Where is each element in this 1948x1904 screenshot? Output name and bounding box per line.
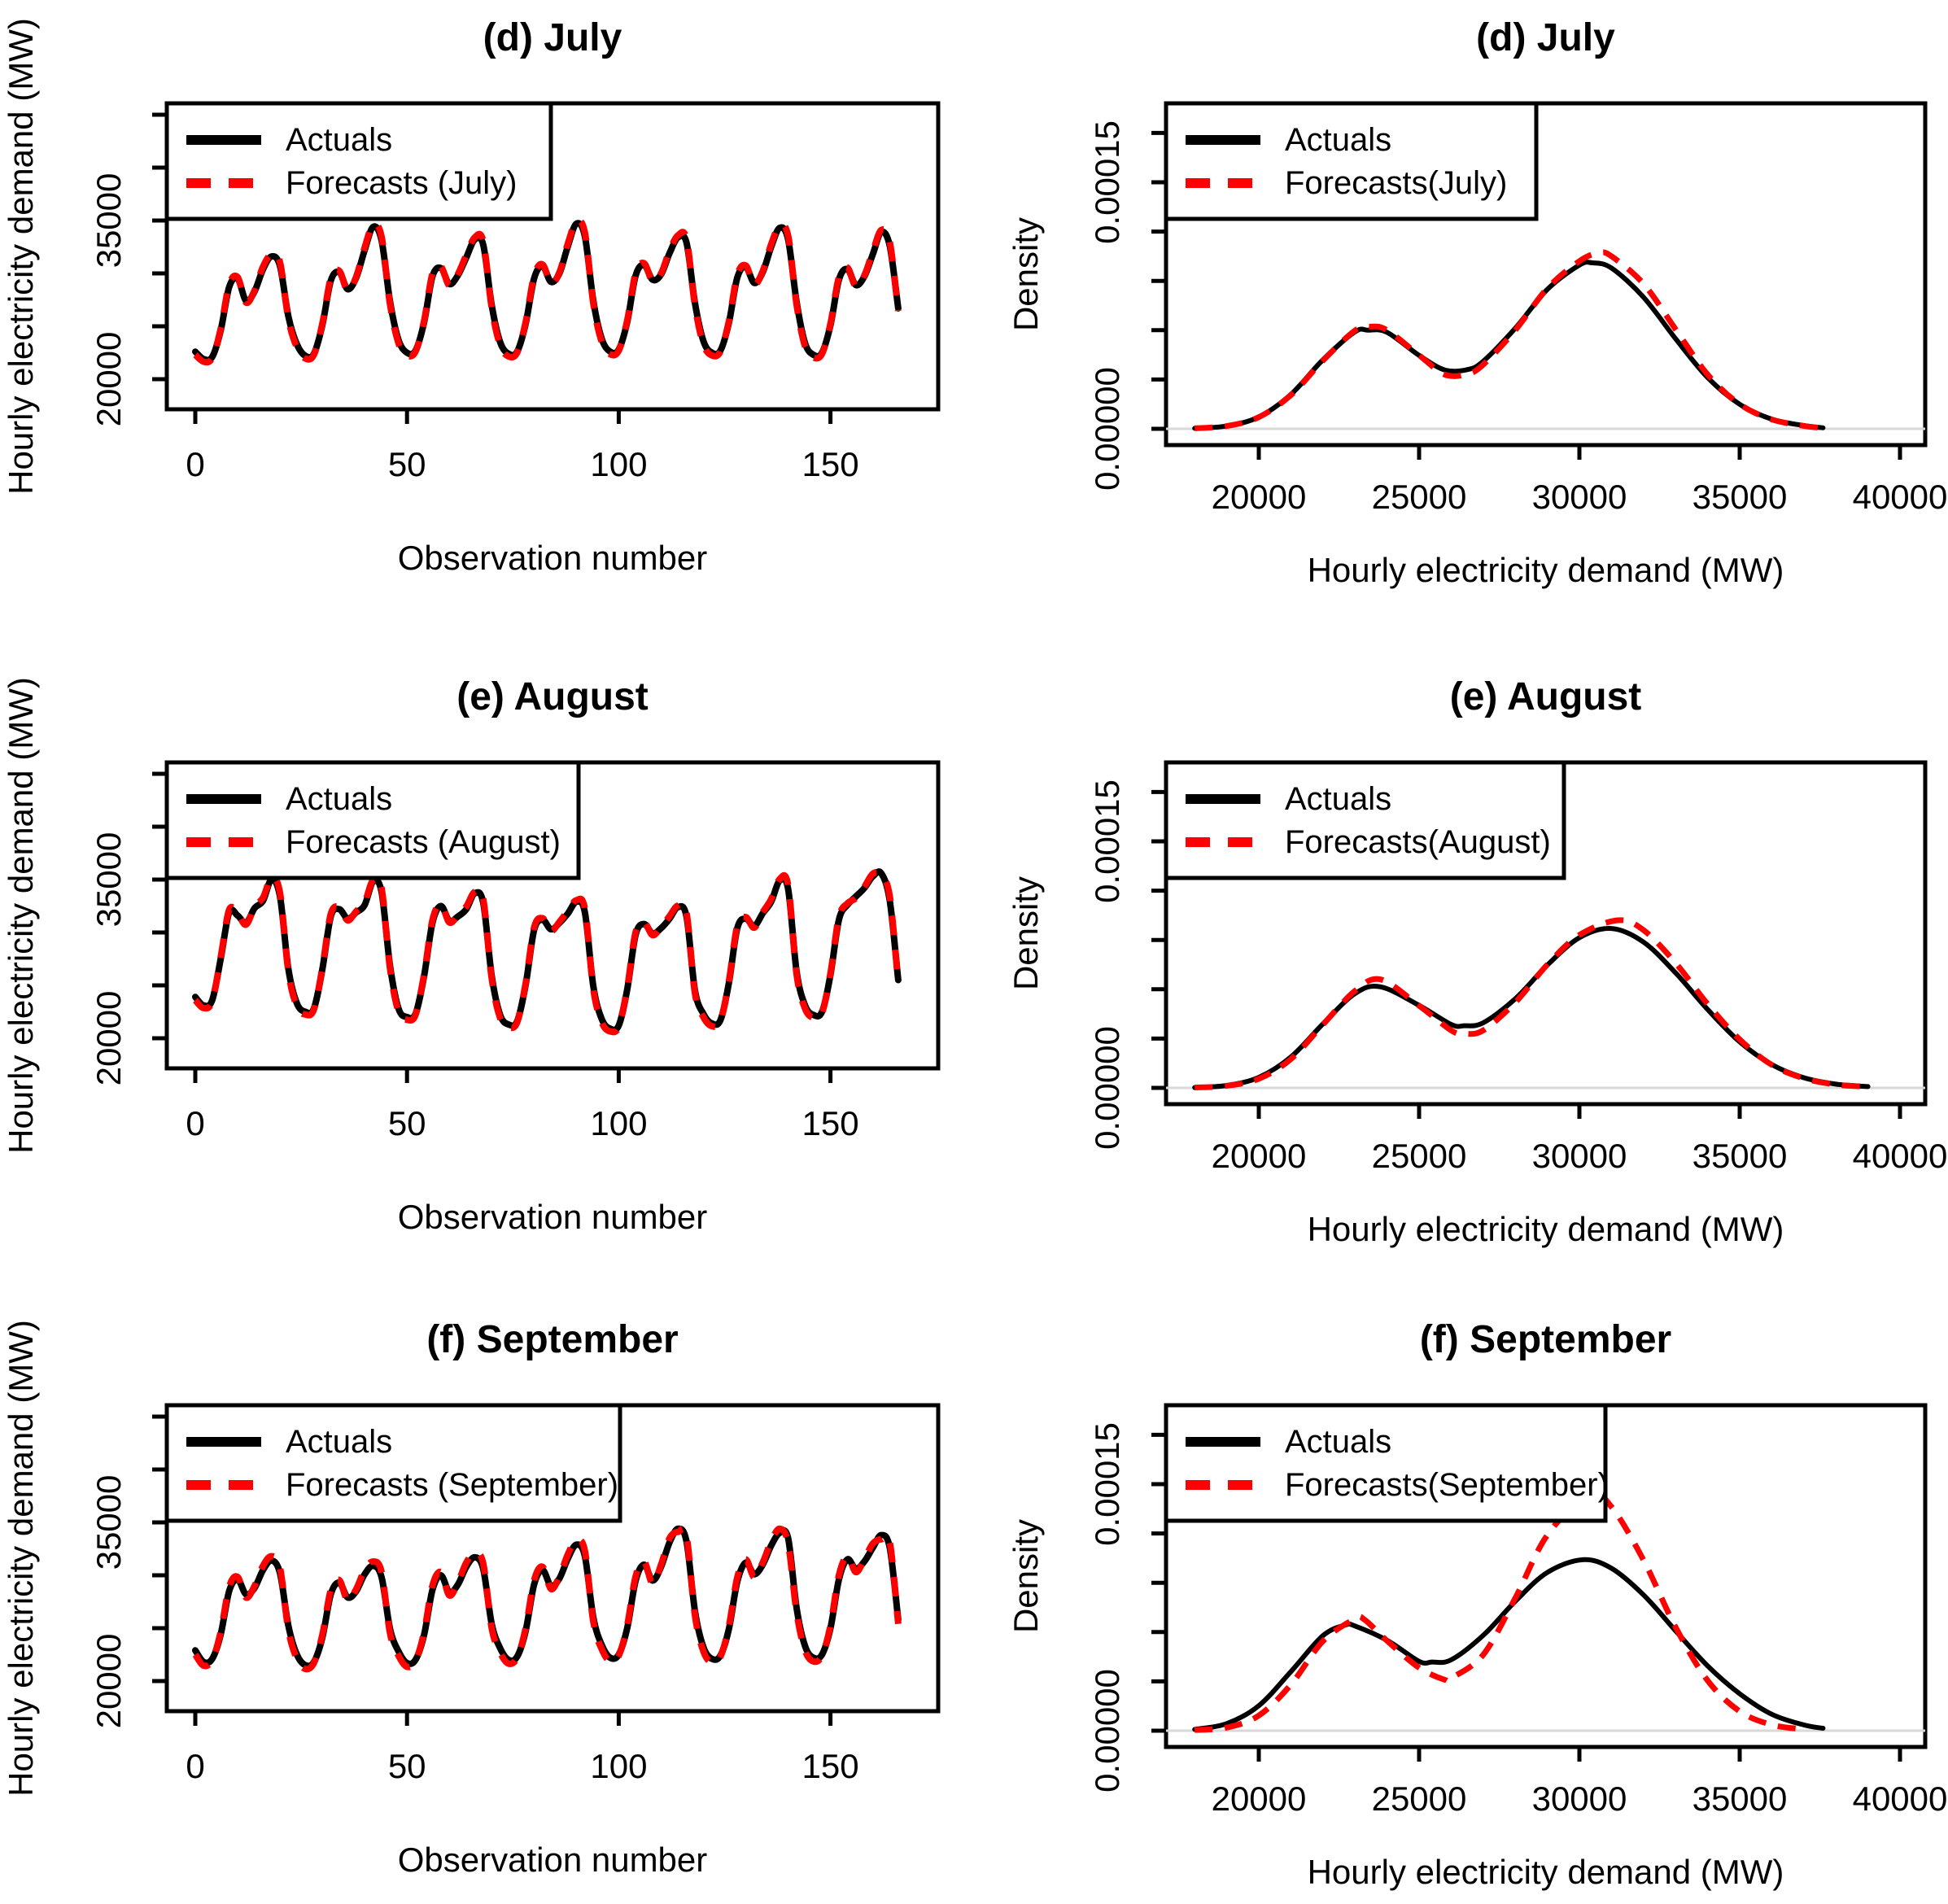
y-axis-label: Hourly electricity demand (MW) xyxy=(2,18,40,495)
actuals-density-curve xyxy=(1192,1557,1826,1732)
x-tick-label: 50 xyxy=(388,1747,426,1785)
forecasts-series xyxy=(192,1525,902,1673)
legend-box xyxy=(1164,101,1539,221)
legend-box xyxy=(164,760,581,880)
y-tick-label: 0.00015 xyxy=(1088,1422,1126,1546)
x-axis-label: Hourly electricity demand (MW) xyxy=(1308,1210,1784,1248)
x-axis-label: Hourly electricity demand (MW) xyxy=(1308,551,1784,589)
y-axis-label: Density xyxy=(1007,876,1045,990)
y-tick-label: 35000 xyxy=(90,832,128,928)
forecasts-series xyxy=(193,217,902,366)
y-tick-label: 0.00015 xyxy=(1088,780,1126,903)
x-tick-label: 50 xyxy=(388,445,426,483)
september-timeseries-chart: (f) September 20000 35000 0 50 100 150 Observat… xyxy=(2,1318,941,1879)
legend-label: Actuals xyxy=(286,122,392,158)
x-tick-label: 150 xyxy=(802,1104,859,1142)
actuals-density-curve xyxy=(1192,260,1826,431)
panel-title: (e) August xyxy=(456,675,649,718)
x-axis-label: Hourly electricity demand (MW) xyxy=(1308,1853,1784,1891)
x-tick-label: 40000 xyxy=(1853,1137,1948,1175)
july-density-chart: (d) July 0.00000 0.00015 20000 25000 30000 350… xyxy=(1007,16,1948,589)
legend-label: Forecasts(August) xyxy=(1285,824,1551,860)
panel-title: (d) July xyxy=(1476,16,1615,59)
actuals-series xyxy=(192,220,902,364)
plot-frame xyxy=(1164,101,1928,448)
legend-label: Actuals xyxy=(286,781,392,817)
x-tick-label: 35000 xyxy=(1692,478,1788,516)
panel-title: (e) August xyxy=(1450,675,1642,718)
x-tick-label: 30000 xyxy=(1532,1137,1627,1175)
x-tick-label: 0 xyxy=(186,1747,204,1785)
x-tick-label: 50 xyxy=(388,1104,426,1142)
x-tick-label: 25000 xyxy=(1372,478,1467,516)
y-tick-label: 0.00000 xyxy=(1088,367,1126,491)
panel-august-density: (e) August 0.00000 0.00015 20000 25000 30000 3… xyxy=(974,635,1948,1269)
legend-box xyxy=(164,1403,622,1523)
y-axis-label: Hourly electricity demand (MW) xyxy=(2,1320,40,1797)
x-tick-label: 20000 xyxy=(1212,1137,1307,1175)
x-tick-label: 100 xyxy=(590,445,647,483)
x-tick-label: 35000 xyxy=(1692,1780,1788,1818)
panel-july-density: (d) July 0.00000 0.00015 20000 25000 30000 350… xyxy=(974,0,1948,635)
y-tick-label: 0.00000 xyxy=(1088,1026,1126,1150)
y-tick-label: 0.00015 xyxy=(1088,120,1126,244)
x-axis-label: Observation number xyxy=(398,539,708,577)
panel-september-timeseries: (f) September 20000 35000 0 50 100 150 Observat… xyxy=(0,1269,974,1904)
x-tick-label: 25000 xyxy=(1372,1780,1467,1818)
x-tick-label: 150 xyxy=(802,1747,859,1785)
x-tick-label: 20000 xyxy=(1212,1780,1307,1818)
forecasts-density-curve xyxy=(1194,917,1868,1091)
legend-label: Forecasts (July) xyxy=(286,165,518,201)
legend-box xyxy=(1164,760,1566,880)
august-density-chart: (e) August 0.00000 0.00015 20000 25000 30000 3… xyxy=(1007,675,1948,1248)
y-tick-label: 35000 xyxy=(90,173,128,269)
y-tick-label: 20000 xyxy=(90,991,128,1086)
x-tick-label: 40000 xyxy=(1853,478,1948,516)
y-axis-label: Density xyxy=(1007,1519,1045,1633)
y-axis-label: Hourly electricity demand (MW) xyxy=(2,677,40,1154)
x-tick-label: 30000 xyxy=(1532,478,1627,516)
y-tick-label: 20000 xyxy=(90,1634,128,1729)
panel-september-density: (f) September 0.00000 0.00015 20000 25000 300… xyxy=(974,1269,1948,1904)
forecasts-density-curve xyxy=(1194,249,1824,431)
legend-label: Forecasts (August) xyxy=(286,824,561,860)
panel-title: (f) September xyxy=(1420,1318,1671,1361)
x-tick-label: 40000 xyxy=(1853,1780,1948,1818)
x-tick-label: 20000 xyxy=(1212,478,1307,516)
y-tick-label: 35000 xyxy=(90,1475,128,1570)
x-tick-label: 30000 xyxy=(1532,1780,1627,1818)
panel-title: (d) July xyxy=(483,16,622,59)
legend-label: Forecasts(September) xyxy=(1285,1467,1609,1503)
legend-box xyxy=(1164,1403,1608,1523)
legend-label: Forecasts (September) xyxy=(286,1467,618,1503)
x-tick-label: 150 xyxy=(802,445,859,483)
panel-july-timeseries: (d) July 20000 35000 0 50 100 150 Observation n… xyxy=(0,0,974,635)
x-tick-label: 100 xyxy=(590,1747,647,1785)
legend-box xyxy=(164,101,553,221)
x-tick-label: 100 xyxy=(590,1104,647,1142)
august-timeseries-chart: (e) August 20000 35000 0 50 100 150 Observation… xyxy=(2,675,941,1236)
september-density-chart: (f) September 0.00000 0.00015 20000 25000 300… xyxy=(1007,1318,1948,1891)
x-tick-label: 35000 xyxy=(1692,1137,1788,1175)
forecasts-series xyxy=(193,868,902,1036)
legend-label: Forecasts(July) xyxy=(1285,165,1507,201)
x-tick-label: 25000 xyxy=(1372,1137,1467,1175)
panel-august-timeseries: (e) August 20000 35000 0 50 100 150 Observation… xyxy=(0,635,974,1269)
x-tick-label: 0 xyxy=(186,1104,204,1142)
legend-label: Actuals xyxy=(1285,1424,1391,1460)
panel-title: (f) September xyxy=(426,1318,678,1361)
x-axis-label: Observation number xyxy=(398,1841,708,1879)
y-axis-label: Density xyxy=(1007,217,1045,331)
x-axis-label: Observation number xyxy=(398,1198,708,1236)
y-tick-label: 20000 xyxy=(90,332,128,427)
legend-label: Actuals xyxy=(1285,781,1391,817)
y-tick-label: 0.00000 xyxy=(1088,1669,1126,1793)
legend-label: Actuals xyxy=(1285,122,1391,158)
x-tick-label: 0 xyxy=(186,445,204,483)
legend-label: Actuals xyxy=(286,1424,392,1460)
july-timeseries-chart: (d) July 20000 35000 0 50 100 150 Observation n… xyxy=(2,16,941,577)
forecasts-density-curve xyxy=(1194,1489,1805,1733)
